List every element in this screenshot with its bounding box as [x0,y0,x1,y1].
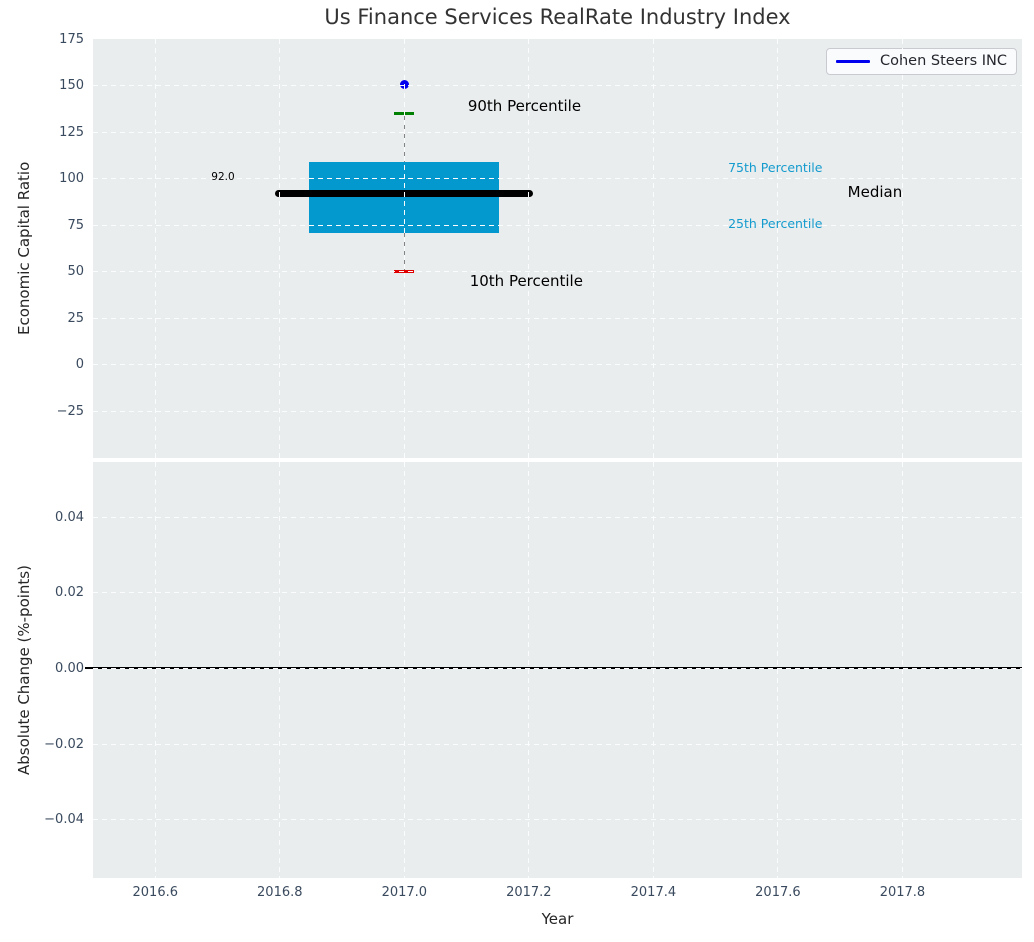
x-axis-label: Year [541,910,574,928]
y-tick-label: 50 [67,264,84,280]
y-tick-label: −0.04 [44,812,84,828]
gridline-horizontal [93,592,1022,594]
gridline-horizontal [93,85,1022,87]
annotation-75th-percentile: 75th Percentile [728,160,823,176]
x-tick-label: 2016.6 [132,885,179,900]
gridline-vertical [777,39,779,458]
y-tick-label: 100 [59,171,84,187]
annotation-90th-percentile: 90th Percentile [467,96,582,115]
y-tick-label: 25 [67,310,84,326]
gridline-horizontal [93,271,1022,273]
gridline-vertical [901,39,903,458]
gridline-vertical [403,462,405,878]
x-tick-label: 2017.8 [879,885,926,900]
y-tick-label: −0.02 [44,736,84,752]
annotation-10th-percentile: 10th Percentile [469,271,583,290]
gridline-vertical [528,39,530,458]
legend-label: Cohen Steers INC [879,53,1007,69]
gridline-horizontal [93,743,1022,745]
y-tick-label: 0.04 [55,509,84,525]
top-axes: Cohen Steers INC 90th Percentile 10th Per… [93,39,1022,458]
y-tick-label: −25 [56,403,84,419]
y-tick-label: 0.02 [55,585,84,601]
annotation-25th-percentile: 25th Percentile [728,216,823,232]
bottom-axes [85,462,1022,878]
gridline-vertical [777,462,779,878]
gridline-vertical [901,462,903,878]
gridline-vertical [403,39,405,458]
gridline-horizontal [93,819,1022,821]
legend-line-swatch [835,60,870,63]
chart-title: Us Finance Services RealRate Industry In… [324,5,791,29]
gridline-horizontal [93,224,1022,226]
legend: Cohen Steers INC [825,48,1017,75]
gridline-vertical [652,39,654,458]
y-axis-label-top: Economic Capital Ratio [15,161,33,336]
gridline-vertical [652,462,654,878]
y-tick-label: 0 [75,357,84,373]
gridline-horizontal [93,667,1022,669]
gridline-horizontal [93,317,1022,319]
x-tick-label: 2016.8 [257,885,303,900]
y-tick-label: 175 [59,31,84,47]
y-tick-label: 150 [59,78,84,94]
gridline-horizontal [93,364,1022,366]
gridline-horizontal [93,516,1022,518]
y-tick-label: 125 [59,124,84,140]
gridline-vertical [279,39,281,458]
gridline-vertical [154,462,156,878]
x-tick-label: 2017.6 [755,885,801,900]
gridline-horizontal [93,178,1022,180]
x-tick-label: 2017.0 [381,885,428,900]
x-tick-label: 2017.4 [630,885,677,900]
annotation-92-0: 92.0 [211,170,235,183]
annotation-median: Median [847,183,903,202]
gridline-vertical [154,39,156,458]
gridline-vertical [528,462,530,878]
gridline-horizontal [93,410,1022,412]
gridline-horizontal [93,131,1022,133]
gridline-vertical [279,462,281,878]
y-tick-label: 0.00 [55,660,84,676]
y-tick-label: 75 [67,217,84,233]
x-tick-label: 2017.2 [506,885,552,900]
